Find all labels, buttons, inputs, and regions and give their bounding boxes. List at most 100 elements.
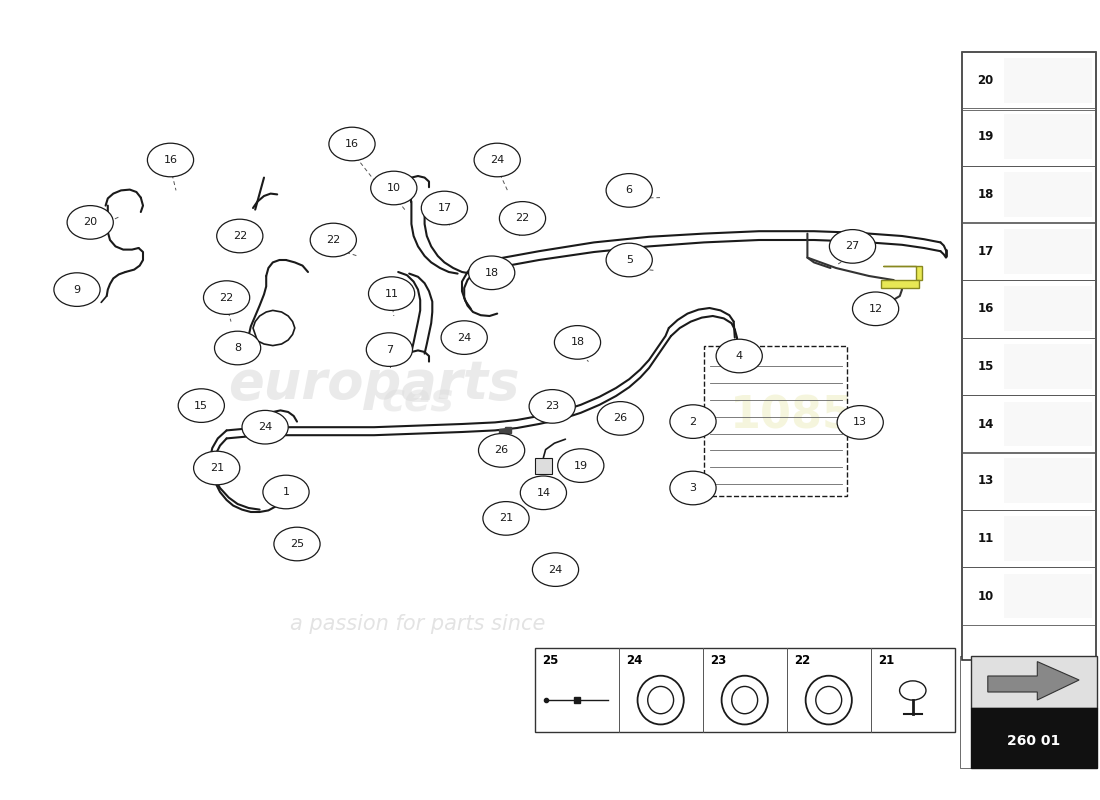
Circle shape xyxy=(178,389,224,422)
Circle shape xyxy=(54,273,100,306)
Polygon shape xyxy=(881,280,918,288)
Bar xyxy=(535,458,552,474)
Circle shape xyxy=(310,223,356,257)
Text: 21: 21 xyxy=(499,514,513,523)
Text: 24: 24 xyxy=(549,565,562,574)
Text: 17: 17 xyxy=(978,245,993,258)
Circle shape xyxy=(499,202,546,235)
Ellipse shape xyxy=(805,676,851,725)
Text: 7: 7 xyxy=(386,345,393,354)
Ellipse shape xyxy=(722,676,768,725)
Bar xyxy=(961,510,1096,567)
Text: 22: 22 xyxy=(516,214,529,223)
Circle shape xyxy=(852,292,899,326)
Circle shape xyxy=(716,339,762,373)
Circle shape xyxy=(532,553,579,586)
Text: 22: 22 xyxy=(233,231,246,241)
Bar xyxy=(961,338,1096,395)
Circle shape xyxy=(837,406,883,439)
Circle shape xyxy=(147,143,194,177)
Bar xyxy=(961,567,1096,625)
Circle shape xyxy=(194,451,240,485)
Circle shape xyxy=(606,174,652,207)
Text: 5: 5 xyxy=(626,255,632,265)
Text: a passion for parts since: a passion for parts since xyxy=(290,614,546,634)
Circle shape xyxy=(520,476,566,510)
Bar xyxy=(961,452,1096,510)
Text: 22: 22 xyxy=(220,293,233,302)
Circle shape xyxy=(558,449,604,482)
Text: 10: 10 xyxy=(387,183,400,193)
Text: 21: 21 xyxy=(879,654,894,667)
Text: 24: 24 xyxy=(491,155,504,165)
Text: 11: 11 xyxy=(978,532,993,545)
Circle shape xyxy=(900,681,926,700)
Text: 9: 9 xyxy=(74,285,80,294)
Circle shape xyxy=(242,410,288,444)
Circle shape xyxy=(670,471,716,505)
Circle shape xyxy=(469,256,515,290)
Circle shape xyxy=(67,206,113,239)
Text: 13: 13 xyxy=(854,418,867,427)
Text: 15: 15 xyxy=(195,401,208,410)
Text: 20: 20 xyxy=(978,74,993,87)
Circle shape xyxy=(441,321,487,354)
Polygon shape xyxy=(988,662,1079,700)
Circle shape xyxy=(829,230,876,263)
Text: 15: 15 xyxy=(978,360,993,373)
Text: 18: 18 xyxy=(571,338,584,347)
Circle shape xyxy=(368,277,415,310)
Circle shape xyxy=(554,326,601,359)
Text: 16: 16 xyxy=(978,302,993,315)
Text: 6: 6 xyxy=(626,186,632,195)
Bar xyxy=(961,280,1096,338)
Ellipse shape xyxy=(732,686,758,714)
Circle shape xyxy=(597,402,644,435)
Text: 16: 16 xyxy=(164,155,177,165)
Circle shape xyxy=(670,405,716,438)
Bar xyxy=(961,52,1096,660)
Bar xyxy=(971,708,1097,768)
Text: 25: 25 xyxy=(290,539,304,549)
Bar xyxy=(961,395,1096,453)
Text: 26: 26 xyxy=(495,446,508,455)
Text: 22: 22 xyxy=(794,654,811,667)
Text: 11: 11 xyxy=(385,289,398,298)
Text: 24: 24 xyxy=(626,654,642,667)
Bar xyxy=(1004,458,1091,503)
Bar xyxy=(961,108,1096,166)
Text: europarts: europarts xyxy=(229,358,519,410)
Bar xyxy=(960,656,1010,768)
Bar xyxy=(971,656,1097,708)
Text: 25: 25 xyxy=(542,654,559,667)
Circle shape xyxy=(274,527,320,561)
Bar xyxy=(1004,229,1091,274)
Circle shape xyxy=(606,243,652,277)
Bar xyxy=(1004,172,1091,217)
Bar xyxy=(1004,114,1091,159)
Text: 13: 13 xyxy=(978,474,993,487)
Text: 14: 14 xyxy=(978,418,993,430)
Text: 23: 23 xyxy=(711,654,727,667)
Text: 22: 22 xyxy=(327,235,340,245)
Text: 2: 2 xyxy=(690,417,696,426)
Text: 18: 18 xyxy=(978,188,993,201)
Circle shape xyxy=(529,390,575,423)
Text: 14: 14 xyxy=(537,488,550,498)
Text: 3: 3 xyxy=(690,483,696,493)
Text: 8: 8 xyxy=(234,343,241,353)
Bar xyxy=(1004,402,1091,446)
Text: 19: 19 xyxy=(978,130,993,143)
Circle shape xyxy=(371,171,417,205)
Bar xyxy=(1004,344,1091,389)
Text: 24: 24 xyxy=(258,422,272,432)
Text: 23: 23 xyxy=(546,402,559,411)
Bar xyxy=(1004,286,1091,331)
Text: 16: 16 xyxy=(345,139,359,149)
Text: 21: 21 xyxy=(210,463,223,473)
Text: 19: 19 xyxy=(574,461,587,470)
Text: 12: 12 xyxy=(869,304,882,314)
Circle shape xyxy=(478,434,525,467)
Text: 18: 18 xyxy=(485,268,498,278)
Circle shape xyxy=(217,219,263,253)
